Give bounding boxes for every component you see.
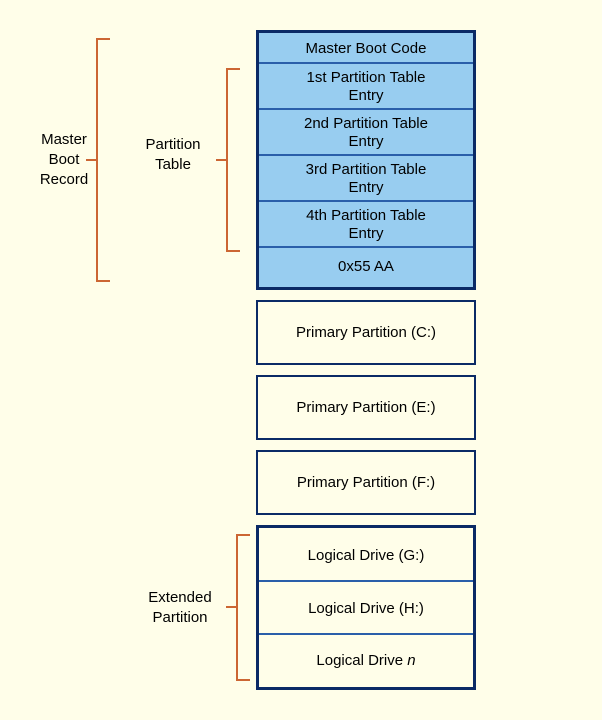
cell-text: 0x55 AA bbox=[338, 258, 394, 276]
mbr-row-2: 2nd Partition TableEntry bbox=[259, 112, 473, 156]
mbr-row-4: 4th Partition TableEntry bbox=[259, 204, 473, 248]
bracket-partition-table-stub bbox=[216, 159, 228, 161]
bracket-partition-table bbox=[226, 62, 242, 258]
label-text: ExtendedPartition bbox=[148, 589, 211, 626]
mbr-row-1: 1st Partition TableEntry bbox=[259, 66, 473, 110]
mbr-row-5: 0x55 AA bbox=[259, 250, 473, 284]
cell-text: 1st Partition TableEntry bbox=[307, 69, 426, 105]
label-extended-partition: ExtendedPartition bbox=[130, 588, 230, 628]
bracket-extended bbox=[236, 528, 252, 687]
mbr-row-0: Master Boot Code bbox=[259, 36, 473, 64]
cell-text: Logical Drive n bbox=[316, 652, 415, 670]
extended-row-1: Logical Drive (H:) bbox=[259, 584, 473, 635]
bracket-mbr-outer bbox=[96, 32, 112, 288]
cell-text: Primary Partition (F:) bbox=[297, 474, 435, 492]
cell-text: Logical Drive (G:) bbox=[308, 547, 425, 565]
cell-text: Primary Partition (E:) bbox=[296, 399, 435, 417]
cell-text: 4th Partition TableEntry bbox=[306, 207, 426, 243]
cell-text: Logical Drive (H:) bbox=[308, 600, 424, 618]
label-text: PartitionTable bbox=[145, 136, 200, 173]
extended-outer-box: Logical Drive (G:) Logical Drive (H:) Lo… bbox=[256, 525, 476, 690]
extended-row-2: Logical Drive n bbox=[259, 637, 473, 685]
label-partition-table: PartitionTable bbox=[128, 135, 218, 175]
primary-partition-1: Primary Partition (E:) bbox=[256, 375, 476, 440]
bracket-mbr-outer-stub bbox=[86, 159, 98, 161]
label-text: MasterBootRecord bbox=[40, 131, 88, 188]
mbr-row-3: 3rd Partition TableEntry bbox=[259, 158, 473, 202]
cell-text: 3rd Partition TableEntry bbox=[306, 161, 427, 197]
mbr-outer-box: Master Boot Code 1st Partition TableEntr… bbox=[256, 30, 476, 290]
cell-text: Primary Partition (C:) bbox=[296, 324, 436, 342]
primary-partition-0: Primary Partition (C:) bbox=[256, 300, 476, 365]
cell-text: Master Boot Code bbox=[306, 40, 427, 58]
primary-partition-2: Primary Partition (F:) bbox=[256, 450, 476, 515]
cell-text: 2nd Partition TableEntry bbox=[304, 115, 428, 151]
extended-row-0: Logical Drive (G:) bbox=[259, 531, 473, 582]
bracket-extended-stub bbox=[226, 606, 238, 608]
